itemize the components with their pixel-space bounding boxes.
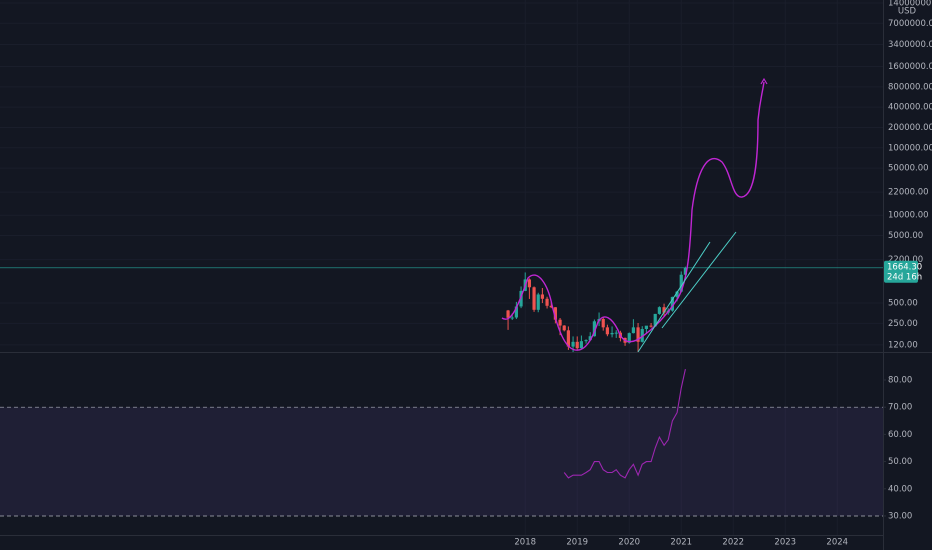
y-tick-label: 800000.00 xyxy=(888,82,932,92)
y-tick-label: 200000.00 xyxy=(888,123,932,133)
candle-body xyxy=(601,318,605,328)
y-tick-label: 1600000.00 xyxy=(888,62,932,72)
candle-body xyxy=(562,325,566,331)
y-tick-label: 5000.00 xyxy=(888,231,923,241)
candle-body xyxy=(653,313,657,327)
x-tick-label: 2024 xyxy=(826,538,848,548)
candle-body xyxy=(657,307,661,314)
candle-body xyxy=(592,321,596,337)
projection-arrow xyxy=(760,77,768,85)
projection-drawing xyxy=(501,81,765,351)
y-tick-label: 22000.00 xyxy=(888,188,929,198)
candle-body xyxy=(631,327,635,334)
candle-body xyxy=(532,287,536,310)
candle-body xyxy=(549,305,553,308)
trend-line xyxy=(661,231,737,329)
candle-body xyxy=(536,294,540,310)
y-tick-label: 30.00 xyxy=(888,511,912,521)
candle-body xyxy=(588,336,592,341)
y-tick-label: 250.00 xyxy=(888,319,918,329)
candle-body xyxy=(610,332,614,335)
candle-body xyxy=(566,330,570,347)
candle-body xyxy=(545,298,549,306)
x-tick-label: 2022 xyxy=(722,538,744,548)
y-tick-label: 80.00 xyxy=(888,376,912,386)
candle-body xyxy=(614,332,618,334)
candle-body xyxy=(558,319,562,326)
candle-body xyxy=(540,294,544,299)
y-tick-label: 50000.00 xyxy=(888,164,929,174)
candle-body xyxy=(519,290,523,307)
y-tick-label: 50.00 xyxy=(888,457,912,467)
countdown-label: 24d 16h xyxy=(887,272,922,282)
rsi-line xyxy=(563,368,686,479)
candle-body xyxy=(553,307,557,320)
rsi-band-fill xyxy=(0,407,883,516)
candle-body xyxy=(636,327,640,342)
candle-body xyxy=(679,274,683,292)
y-tick-label: 400000.00 xyxy=(888,103,932,113)
currency-label: USD xyxy=(898,7,917,17)
candle-body xyxy=(670,296,674,311)
y-tick-label: 40.00 xyxy=(888,484,912,494)
y-tick-label: 7000000.00 xyxy=(888,19,932,29)
candle-body xyxy=(640,329,644,342)
y-tick-label: 3400000.00 xyxy=(888,40,932,50)
candle-body xyxy=(584,340,588,342)
candle-body xyxy=(683,267,687,275)
candle-body xyxy=(510,317,514,319)
candle-body xyxy=(506,310,510,318)
candle-body xyxy=(571,341,575,347)
candle-body xyxy=(579,341,583,349)
x-tick-label: 2021 xyxy=(670,538,692,548)
y-tick-label: 70.00 xyxy=(888,403,912,413)
y-tick-label: 10000.00 xyxy=(888,211,929,221)
y-tick-label: 500.00 xyxy=(888,299,918,309)
y-tick-label: 14000000.00 xyxy=(888,0,932,8)
x-tick-label: 2020 xyxy=(618,538,640,548)
candle-body xyxy=(605,327,609,335)
y-tick-label: 100000.00 xyxy=(888,143,932,153)
rsi-band xyxy=(0,406,883,517)
candle-body xyxy=(627,333,631,343)
y-tick-label: 120.00 xyxy=(888,340,918,350)
x-tick-label: 2019 xyxy=(566,538,588,548)
y-tick-label: 60.00 xyxy=(888,430,912,440)
marks xyxy=(0,266,883,479)
candle-body xyxy=(514,306,518,318)
trend-line xyxy=(637,241,711,353)
candle-body xyxy=(649,325,653,327)
y-tick-label: 2200.00 xyxy=(888,255,923,265)
candle-body xyxy=(675,291,679,297)
candle-body xyxy=(644,325,648,330)
candle-body xyxy=(575,341,579,349)
candle-body xyxy=(662,307,666,313)
last-price-label: 1664.30 xyxy=(887,262,922,272)
candle-body xyxy=(527,279,531,288)
x-tick-label: 2023 xyxy=(774,538,796,548)
x-tick-label: 2018 xyxy=(514,538,536,548)
last-price-box xyxy=(884,260,918,283)
